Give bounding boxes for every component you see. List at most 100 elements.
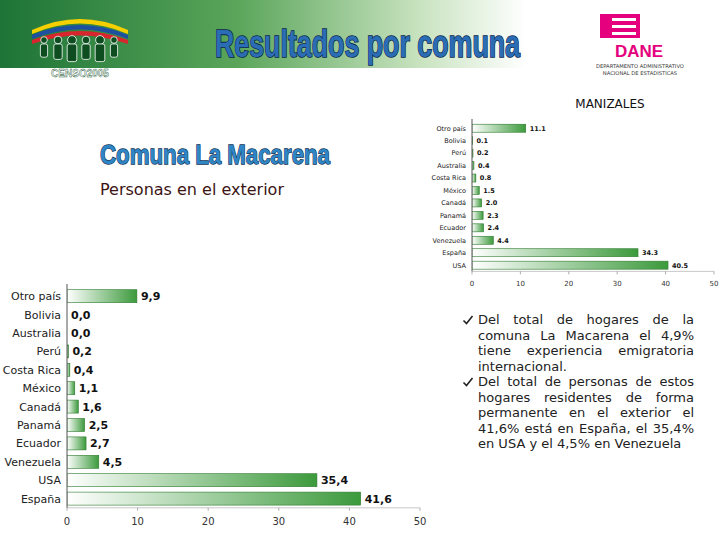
data-label: 4,5 — [103, 456, 123, 469]
x-axis-line — [472, 271, 714, 272]
bar — [67, 455, 99, 468]
bar — [472, 211, 483, 219]
x-tick — [208, 508, 209, 511]
agency-name: NACIONAL DE ESTADISTICAS — [603, 70, 677, 76]
data-label: 2.0 — [486, 199, 498, 207]
check-path — [464, 316, 473, 324]
chart-title: Comuna La Macarena — [100, 139, 330, 170]
x-tick — [617, 271, 618, 274]
agency-mark-stripe — [612, 18, 636, 21]
agency: DANE — [615, 42, 663, 61]
category-label: Costa Rica — [432, 174, 466, 182]
category-label: Otro país — [11, 290, 61, 303]
agency-name: DEPARTAMENTO ADMINISTRATIVO — [596, 63, 684, 69]
x-axis-line — [67, 507, 420, 508]
bar — [472, 199, 482, 207]
category-label: Venezuela — [433, 237, 466, 245]
category-label: Ecuador — [439, 224, 466, 232]
agency-mark-stripe — [612, 25, 636, 28]
data-label: 0.1 — [476, 137, 488, 145]
bar — [472, 236, 493, 244]
agency-mark — [600, 14, 640, 38]
category-label: Panamá — [17, 419, 61, 432]
data-label: 0.8 — [480, 174, 492, 182]
category-label: USA — [38, 474, 61, 487]
category-label: Ecuador — [16, 437, 61, 450]
category-label: España — [21, 493, 61, 506]
data-label: 2,5 — [89, 419, 109, 432]
category-label: Costa Rica — [3, 364, 61, 377]
x-tick — [420, 508, 421, 511]
x-tick-label: 20 — [202, 516, 215, 527]
check-path — [464, 378, 473, 386]
figure-body — [67, 44, 77, 62]
agency-logo: DANE DEPARTAMENTO ADMINISTRATIVONACIONAL … — [596, 14, 684, 76]
category-label: Otro país — [436, 125, 466, 133]
bar — [472, 186, 479, 194]
category-label: México — [23, 382, 62, 395]
category-label: Venezuela — [5, 456, 62, 469]
y-axis-line — [67, 284, 68, 508]
bullet-list: Del total de hogares de la comuna La Mac… — [462, 312, 694, 452]
bar — [472, 124, 526, 132]
figure-body — [95, 44, 105, 62]
figure-head — [111, 37, 118, 44]
x-tick-label: 50 — [414, 516, 427, 527]
x-tick-label: 10 — [516, 280, 525, 288]
category-label: Bolivia — [444, 137, 466, 145]
data-label: 0,2 — [72, 345, 92, 358]
chart: Comuna La Macarena Personas en el exterio… — [3, 139, 427, 527]
slide: CENSO2005 Resultados por comuna DANE DEPART… — [0, 0, 720, 540]
logo-text: CENSO2005 — [51, 68, 109, 79]
chart-title: MANIZALES — [575, 97, 644, 111]
category-label: Australia — [12, 327, 61, 340]
x-tick-label: 0 — [470, 280, 474, 288]
bar — [67, 419, 85, 432]
figure-head — [82, 36, 90, 44]
data-label: 0.4 — [478, 162, 490, 170]
category-label: Perú — [452, 149, 466, 157]
data-label: 40.5 — [672, 262, 689, 270]
x-tick — [568, 271, 569, 274]
x-tick — [665, 271, 666, 274]
bullet-text: Del total de personas de estos hogares r… — [478, 374, 694, 451]
bullet: Del total de personas de estos hogares r… — [462, 374, 694, 452]
header-title: Resultados por comuna — [215, 23, 521, 65]
x-tick-label: 50 — [710, 280, 719, 288]
category-label: Canadá — [19, 401, 61, 414]
x-tick-label: 40 — [343, 516, 356, 527]
bullet-text: Del total de hogares de la comuna La Mac… — [478, 312, 694, 374]
x-tick — [472, 271, 473, 274]
chart-subtitle: Personas en el exterior — [100, 180, 284, 199]
bar — [67, 290, 137, 303]
figure-head — [96, 36, 105, 45]
agency-mark-stripe — [612, 32, 636, 35]
flag-stripe — [32, 31, 128, 44]
data-label: 2.4 — [488, 224, 500, 232]
data-label: 41,6 — [365, 493, 392, 506]
x-tick-label: 20 — [564, 280, 573, 288]
data-label: 35,4 — [321, 474, 348, 487]
x-tick — [67, 508, 68, 511]
bar — [67, 492, 361, 505]
bar — [472, 261, 668, 269]
bar — [67, 437, 86, 450]
bar — [472, 249, 638, 257]
data-label: 0,4 — [74, 364, 94, 377]
data-label: 2.3 — [487, 212, 499, 220]
category-label: Perú — [36, 345, 61, 358]
check-icon — [462, 376, 474, 388]
bars — [472, 124, 668, 269]
figure-head — [54, 36, 62, 44]
category-label: USA — [453, 262, 467, 270]
data-label: 1.5 — [483, 187, 495, 195]
figure-body — [54, 44, 62, 59]
page: { "header": { "title": "Resultados por c… — [0, 0, 720, 540]
y-axis-line — [472, 119, 473, 271]
bar — [67, 382, 75, 395]
x-tick-label: 30 — [613, 280, 622, 288]
bar — [472, 224, 484, 232]
category-label: México — [443, 187, 466, 195]
data-label: 11.1 — [530, 125, 547, 133]
bar — [67, 474, 317, 487]
